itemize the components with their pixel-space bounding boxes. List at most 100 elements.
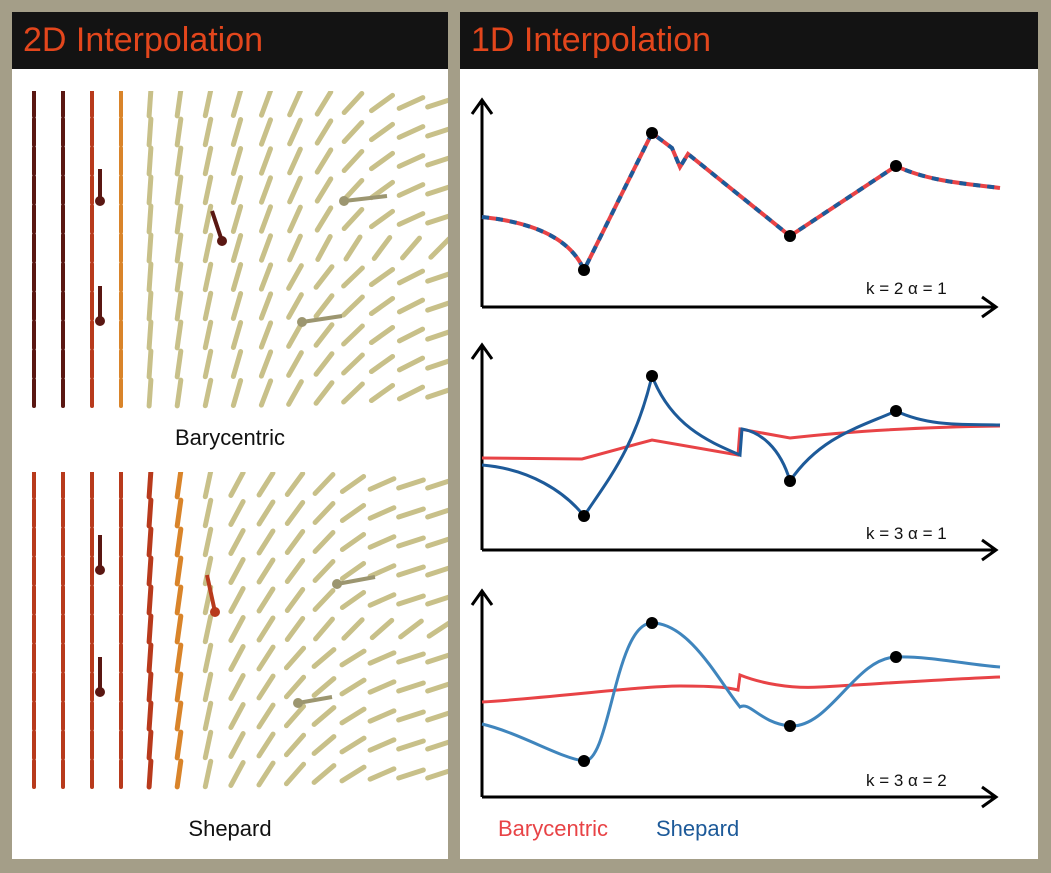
field-needle xyxy=(311,763,337,785)
field-needle xyxy=(202,116,214,148)
field-needle xyxy=(146,758,154,790)
field-needle xyxy=(146,377,154,409)
field-needle xyxy=(174,290,184,322)
field-needle xyxy=(368,150,396,172)
field-needle xyxy=(228,557,246,585)
arrow-axis-icon xyxy=(470,342,494,360)
field-needle xyxy=(202,174,214,206)
field-needle xyxy=(174,261,184,293)
field-needle xyxy=(314,147,334,175)
field-needle xyxy=(339,531,367,553)
field-needle xyxy=(202,348,214,380)
field-needle xyxy=(256,760,276,788)
field-needle xyxy=(230,204,244,234)
field-needle xyxy=(313,616,335,642)
field-needle xyxy=(425,710,448,723)
field-needle xyxy=(228,499,246,527)
barycentric-caption: Barycentric xyxy=(174,425,286,450)
field-needle xyxy=(146,145,154,177)
field-needle xyxy=(367,476,397,492)
data-points xyxy=(578,617,902,767)
field-needle xyxy=(368,353,396,375)
field-needle xyxy=(202,671,214,703)
field-needle xyxy=(256,499,276,527)
field-needle xyxy=(146,472,154,500)
field-needle xyxy=(396,153,426,169)
panel-title-1d: 1D Interpolation xyxy=(471,21,712,59)
field-needle xyxy=(339,706,367,726)
field-needle xyxy=(368,266,396,288)
field-needle xyxy=(287,175,303,205)
field-needle xyxy=(228,702,246,730)
probe-head xyxy=(210,607,220,617)
field-needle xyxy=(146,174,154,206)
probe-head xyxy=(217,236,227,246)
field-needle xyxy=(367,534,397,550)
field-needle xyxy=(341,352,365,376)
probe-pin xyxy=(343,194,388,203)
field-needle xyxy=(230,291,244,321)
field-needle xyxy=(371,235,393,261)
field-needle xyxy=(425,478,448,491)
field-needle xyxy=(425,300,448,313)
field-needle xyxy=(146,584,154,616)
shepard-curve xyxy=(481,371,1001,519)
shepard-curve xyxy=(481,129,1001,275)
field-needle xyxy=(396,564,426,578)
field-needle xyxy=(146,671,154,703)
field-needle xyxy=(428,236,448,260)
field-needle xyxy=(174,116,184,148)
field-needle xyxy=(202,729,214,761)
probe-head xyxy=(95,196,105,206)
data-point xyxy=(646,127,658,139)
field-needle xyxy=(367,679,397,695)
field-needle xyxy=(258,291,274,321)
field-needle xyxy=(174,555,184,587)
field-needle xyxy=(256,702,276,730)
field-needle xyxy=(284,529,306,555)
field-needle xyxy=(287,146,303,176)
field-needle xyxy=(368,324,396,346)
field-needle xyxy=(339,648,367,668)
field-needle xyxy=(228,644,246,672)
field-needle xyxy=(202,497,214,529)
field-needle xyxy=(286,379,304,407)
field-needle xyxy=(256,472,276,498)
field-needle xyxy=(396,326,426,344)
field-needle xyxy=(314,118,334,146)
field-needle xyxy=(311,647,337,669)
field-needle xyxy=(202,526,214,558)
data-point xyxy=(784,230,796,242)
field-needle xyxy=(228,673,246,701)
field-needle xyxy=(174,203,184,235)
field-needle xyxy=(368,208,396,230)
field-needle xyxy=(228,528,246,556)
field-needle xyxy=(312,559,336,583)
field-needle xyxy=(146,613,154,645)
field-needle xyxy=(343,234,363,262)
data-point xyxy=(646,370,658,382)
field-needle xyxy=(228,615,246,643)
field-needle xyxy=(259,204,273,234)
field-needle xyxy=(368,295,396,317)
field-needle xyxy=(314,91,334,117)
field-needle xyxy=(396,182,426,198)
data-points xyxy=(578,370,902,522)
field-needle xyxy=(339,560,367,582)
arrow-axis-icon xyxy=(981,538,999,562)
field-needle xyxy=(396,95,426,111)
field-needle xyxy=(425,358,448,371)
field-needle xyxy=(426,620,448,639)
data-point xyxy=(890,405,902,417)
field-needle xyxy=(283,761,307,787)
field-needle xyxy=(425,271,448,284)
field-needle xyxy=(367,737,397,753)
legend-shepard: Shepard xyxy=(656,816,740,841)
barycentric-curve xyxy=(481,129,1001,275)
field-needle xyxy=(259,146,273,176)
field-needle xyxy=(228,760,246,788)
field-needle xyxy=(367,650,397,666)
field-needle xyxy=(174,348,184,380)
field-needle xyxy=(339,677,367,697)
field-needle xyxy=(315,234,333,262)
